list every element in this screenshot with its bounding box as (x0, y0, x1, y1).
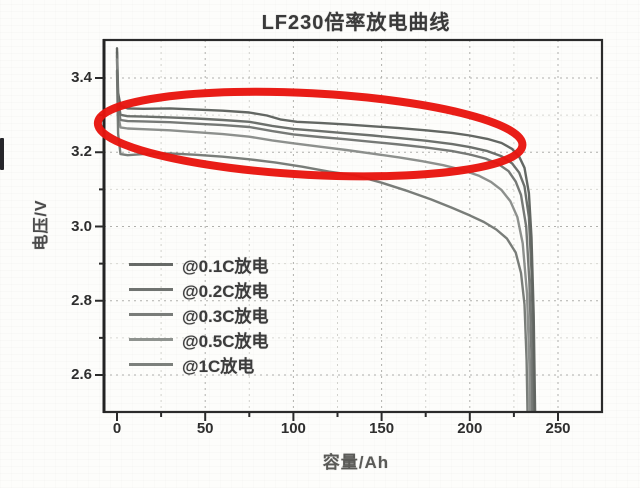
x-tick-label: 100 (280, 420, 306, 437)
scan-artifact (0, 138, 4, 170)
legend-label: @1C放电 (182, 357, 255, 376)
legend-item: @0.5C放电 (129, 327, 299, 352)
x-tick-label: 250 (545, 420, 571, 437)
legend-swatch-line (129, 288, 173, 291)
legend-item: @1C放电 (129, 352, 299, 377)
y-tick-label: 3.2 (71, 143, 92, 161)
legend-swatch-line (129, 313, 173, 316)
y-tick-label: 2.8 (71, 291, 92, 309)
chart-title: LF230倍率放电曲线 (261, 12, 451, 34)
highlight-ellipse (93, 87, 527, 181)
legend-label: @0.3C放电 (182, 307, 269, 326)
curve-0.5C (115, 58, 532, 412)
x-tick-label: 0 (112, 420, 122, 437)
curve-0.2C (115, 50, 536, 412)
chart-legend: @0.1C放电 @0.2C放电 @0.3C放电 @0.5C放电 @1C放电 (129, 252, 299, 377)
legend-swatch-line (129, 338, 173, 341)
x-tick-label: 50 (196, 420, 214, 437)
y-tick-label: 3.4 (71, 69, 92, 86)
legend-item: @0.2C放电 (129, 277, 299, 302)
x-axis-title: 容量/Ah (322, 453, 390, 472)
curve-0.1C (115, 47, 537, 412)
legend-label: @0.2C放电 (182, 282, 269, 301)
y-tick-label: 3.0 (71, 217, 92, 235)
curve-0.3C (115, 54, 534, 412)
legend-item: @0.3C放电 (129, 302, 299, 327)
x-tick-label: 200 (457, 420, 483, 437)
legend-swatch-line (129, 263, 173, 266)
legend-label: @0.1C放电 (182, 257, 269, 276)
legend-item: @0.1C放电 (129, 252, 299, 277)
x-tick-label: 150 (369, 420, 395, 437)
legend-label: @0.5C放电 (182, 332, 269, 351)
legend-swatch-line (129, 363, 173, 366)
y-tick-label: 2.6 (71, 366, 92, 383)
